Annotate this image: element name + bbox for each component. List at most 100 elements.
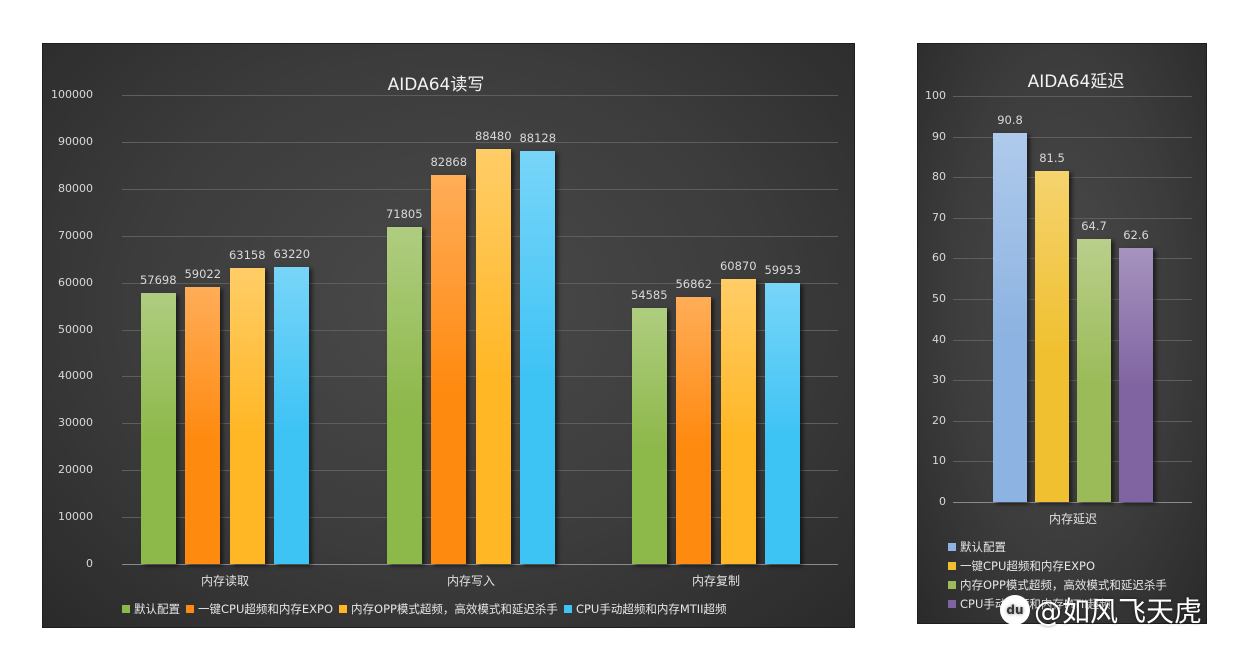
data-bar — [993, 133, 1027, 502]
legend-item: CPU手动超频和内存MTII超频 — [563, 601, 727, 617]
data-bar — [1119, 247, 1153, 502]
chart-legend: 默认配置 一键CPU超频和内存EXPO 内存OPP模式超频，高效模式和延迟杀手 CPU… — [122, 601, 733, 617]
bar-value-label: 88128 — [519, 130, 557, 145]
legend-swatch-icon — [948, 581, 956, 589]
latency-chart-title: AIDA64延迟 — [1027, 72, 1125, 92]
legend-label: 内存OPP模式超频，高效模式和延迟杀手 — [351, 602, 558, 616]
legend-label: 一键CPU超频和内存EXPO — [198, 602, 334, 616]
gridline — [122, 564, 838, 565]
bar-value-label: 59953 — [764, 262, 802, 277]
bar-value-label: 88480 — [474, 129, 512, 144]
legend-item: 默认配置 — [948, 539, 1006, 555]
legend-swatch-icon — [948, 543, 956, 551]
bar-value-label: 82868 — [430, 155, 468, 170]
y-axis-tick-label: 40000 — [58, 369, 93, 383]
gridline — [122, 95, 838, 96]
gridline — [953, 461, 1192, 462]
y-axis-tick-label: 70 — [932, 210, 946, 224]
y-axis-tick-label: 20000 — [58, 463, 93, 477]
bar-value-label: 81.5 — [1039, 151, 1065, 166]
gridline — [953, 380, 1192, 381]
x-axis-category-label: 内存延迟 — [1048, 512, 1097, 526]
legend-label: 默认配置 — [134, 602, 180, 616]
data-bar — [229, 267, 265, 564]
y-axis-tick-label: 90 — [932, 129, 946, 143]
rw-chart-title: AIDA64读写 — [387, 75, 485, 95]
data-bar — [185, 287, 221, 564]
y-axis-tick-label: 70000 — [58, 228, 93, 242]
bar-value-label: 71805 — [385, 207, 423, 222]
gridline — [953, 299, 1192, 300]
legend-label: 默认配置 — [960, 540, 1006, 554]
bar-value-label: 63220 — [273, 247, 311, 262]
watermark-text: @如风飞天虎 — [1034, 595, 1203, 628]
legend-item: 一键CPU超频和内存EXPO — [186, 601, 333, 617]
y-axis-tick-label: 60000 — [58, 275, 93, 289]
legend-item: 内存OPP模式超频，高效模式和延迟杀手 — [948, 577, 1167, 593]
legend-swatch-icon — [122, 605, 130, 613]
legend-label: CPU手动超频和内存MTII超频 — [575, 602, 727, 616]
gridline — [953, 137, 1192, 138]
gridline — [122, 142, 838, 143]
y-axis-tick-label: 0 — [939, 495, 946, 508]
gridline — [953, 218, 1192, 219]
y-axis-tick-label: 100000 — [51, 88, 93, 101]
watermark: du @如风飞天虎 — [1000, 590, 1202, 630]
data-bar — [475, 149, 511, 564]
legend-item: 一键CPU超频和内存EXPO — [948, 558, 1095, 574]
y-axis-tick-label: 100 — [925, 89, 946, 102]
y-axis-tick-label: 0 — [86, 557, 93, 570]
data-bar — [765, 282, 801, 564]
data-bar — [140, 293, 176, 564]
y-axis-tick-label: 90000 — [58, 134, 93, 148]
y-axis-tick-label: 20 — [932, 413, 946, 427]
y-axis-tick-label: 80000 — [58, 181, 93, 195]
bar-value-label: 90.8 — [997, 113, 1023, 128]
legend-label: 内存OPP模式超频，高效模式和延迟杀手 — [960, 578, 1167, 592]
x-axis-category-label: 内存写入 — [446, 574, 495, 588]
data-bar — [631, 307, 667, 564]
data-bar — [720, 278, 756, 564]
data-bar — [520, 150, 556, 564]
bar-value-label: 54585 — [630, 287, 668, 302]
legend-swatch-icon — [563, 605, 572, 613]
y-axis-tick-label: 60 — [932, 251, 946, 265]
bar-value-label: 59022 — [184, 267, 222, 282]
legend-swatch-icon — [948, 600, 956, 608]
y-axis-tick-label: 50 — [932, 292, 946, 305]
gridline — [953, 340, 1192, 341]
legend-swatch-icon — [186, 605, 194, 613]
y-axis-tick-label: 30 — [932, 373, 946, 387]
bar-value-label: 57698 — [139, 273, 177, 288]
bar-value-label: 63158 — [228, 247, 266, 262]
baidu-paw-icon: du — [1000, 595, 1030, 625]
bar-value-label: 64.7 — [1081, 219, 1107, 234]
gridline — [953, 177, 1192, 178]
x-axis-category-label: 内存读取 — [200, 574, 249, 588]
bar-value-label: 62.6 — [1123, 227, 1149, 242]
data-bar — [1035, 171, 1069, 502]
legend-label: CPU手动超频和内存MTII超频 — [960, 597, 1111, 611]
legend-item: 内存OPP模式超频，高效模式和延迟杀手 — [339, 601, 558, 617]
legend-item: CPU手动超频和内存MTII超频 — [948, 596, 1111, 612]
data-bar — [1077, 239, 1111, 502]
legend-item: 默认配置 — [122, 601, 180, 617]
gridline — [953, 96, 1192, 97]
y-axis-tick-label: 10000 — [58, 510, 93, 524]
y-axis-tick-label: 30000 — [58, 416, 93, 430]
y-axis-tick-label: 50000 — [58, 322, 93, 336]
y-axis-tick-label: 80 — [932, 170, 946, 184]
gridline — [953, 421, 1192, 422]
bar-value-label: 60870 — [719, 258, 757, 273]
legend-label: 一键CPU超频和内存EXPO — [960, 559, 1096, 573]
gridline — [953, 502, 1192, 503]
y-axis-tick-label: 10 — [932, 454, 946, 468]
y-axis-tick-label: 40 — [932, 332, 946, 346]
x-axis-category-label: 内存复制 — [691, 574, 740, 588]
data-bar — [431, 175, 467, 564]
legend-swatch-icon — [948, 562, 956, 570]
bar-value-label: 56862 — [675, 277, 713, 292]
data-bar — [676, 297, 712, 564]
data-bar — [386, 227, 422, 564]
gridline — [953, 258, 1192, 259]
